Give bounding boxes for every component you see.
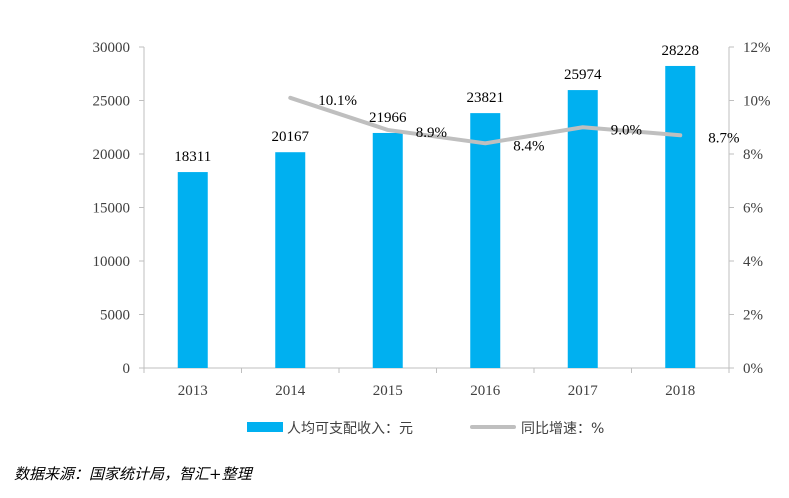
- bar: [470, 113, 501, 369]
- line-data-label: 9.0%: [611, 122, 642, 138]
- x-tick-label: 2017: [568, 383, 599, 399]
- line-data-label: 8.9%: [416, 125, 447, 141]
- right-tick-label: 4%: [743, 254, 763, 270]
- right-tick-label: 10%: [743, 94, 771, 110]
- right-tick-label: 0%: [743, 361, 763, 377]
- left-tick-label: 5000: [100, 308, 130, 324]
- left-tick-label: 30000: [93, 40, 131, 56]
- left-tick-label: 0: [123, 361, 131, 377]
- bar-data-label: 28228: [662, 43, 700, 59]
- left-tick-label: 20000: [93, 147, 131, 163]
- line-data-label: 8.7%: [708, 130, 739, 146]
- right-tick-label: 6%: [743, 201, 763, 217]
- bar-data-label: 20167: [272, 129, 310, 145]
- bar: [665, 65, 696, 369]
- x-tick-label: 2015: [373, 383, 403, 399]
- left-tick-label: 15000: [93, 201, 131, 217]
- bar: [372, 132, 403, 368]
- right-tick-label: 2%: [743, 308, 763, 324]
- legend-bar-label: 人均可支配收入：元: [287, 421, 413, 437]
- line-data-label: 8.4%: [513, 138, 544, 154]
- right-tick-label: 8%: [743, 147, 763, 163]
- bar-data-label: 25974: [564, 67, 602, 83]
- bar: [275, 152, 306, 368]
- legend-line-label: 同比增速：%: [521, 421, 604, 437]
- x-tick-label: 2016: [470, 383, 501, 399]
- left-tick-label: 10000: [93, 254, 131, 270]
- line-data-label: 10.1%: [318, 93, 357, 109]
- source-note: 数据来源：国家统计局，智汇+整理: [14, 465, 252, 483]
- legend-bar-swatch: [247, 422, 283, 432]
- growth-line: [288, 95, 683, 146]
- bar-data-label: 18311: [174, 149, 211, 165]
- left-tick-label: 25000: [93, 94, 131, 110]
- bar: [567, 90, 598, 369]
- bar: [177, 172, 208, 368]
- x-tick-label: 2018: [665, 383, 695, 399]
- bar-data-label: 23821: [467, 90, 505, 106]
- x-tick-label: 2013: [178, 383, 208, 399]
- bar-data-label: 21966: [369, 110, 407, 126]
- x-tick-label: 2014: [275, 383, 306, 399]
- right-tick-label: 12%: [743, 40, 771, 56]
